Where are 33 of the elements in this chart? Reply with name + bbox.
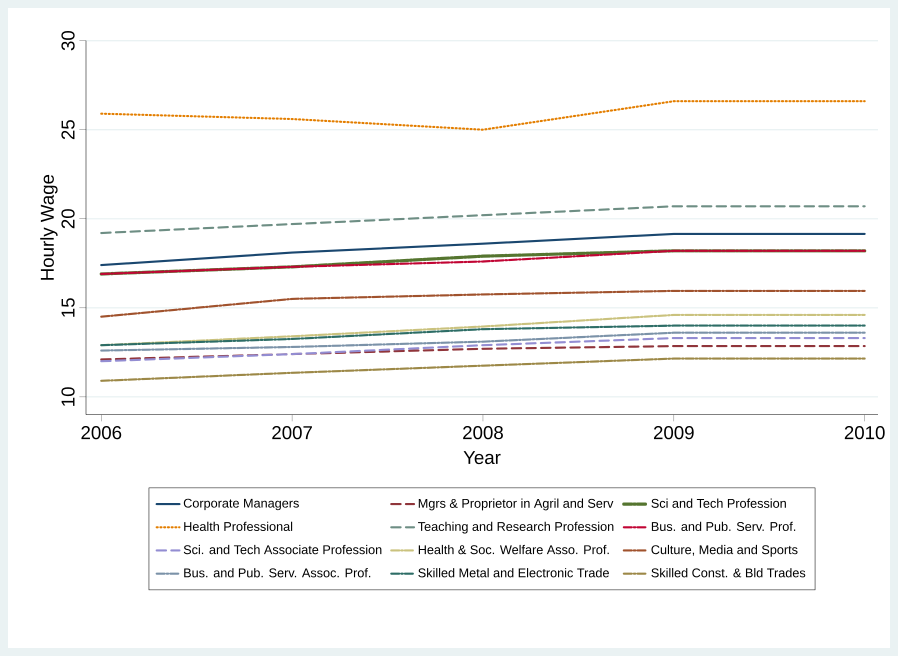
line-series	[100, 324, 866, 346]
legend-label: Sci. and Tech Associate Profession	[184, 544, 382, 554]
legend-label: Culture, Media and Sports	[651, 544, 798, 557]
legend-label: Bus. and Pub. Serv. Prof.	[652, 522, 796, 532]
y-axis-title: Hourly Wage	[40, 174, 58, 280]
legend-label: Corporate Managers	[184, 498, 299, 510]
line-series	[100, 357, 866, 382]
line-series	[100, 205, 866, 234]
x-tick-label: 2010	[844, 426, 885, 440]
y-tick-label: 10	[61, 387, 75, 406]
line-series	[100, 100, 866, 131]
y-tick-label: 25	[61, 120, 75, 140]
line-series	[100, 232, 866, 266]
y-tick-label: 20	[61, 209, 75, 228]
line-series	[100, 337, 866, 362]
legend-label: Health & Soc. Welfare Asso. Prof.	[418, 544, 609, 554]
legend-label: Bus. and Pub. Serv. Assoc. Prof.	[184, 568, 370, 578]
y-tick-label: 30	[61, 31, 75, 50]
line-series	[100, 332, 866, 352]
legend-label: Skilled Const. & Bld Trades	[651, 568, 806, 578]
x-tick-label: 2008	[463, 426, 503, 440]
legend-label: Mgrs & Proprietor in Agril and Serv	[418, 498, 614, 510]
x-tick-label: 2009	[654, 426, 694, 440]
legend-label: Teaching and Research Profession	[418, 522, 614, 534]
legend-label: Health Professional	[184, 522, 292, 532]
y-tick-label: 15	[62, 298, 75, 317]
line-series	[100, 290, 866, 318]
line-series	[100, 345, 866, 361]
x-tick-label: 2007	[272, 426, 312, 440]
legend-label: Skilled Metal and Electronic Trade	[418, 568, 609, 578]
x-tick-label: 2006	[81, 426, 122, 440]
legend-label: Sci and Tech Profession	[651, 498, 786, 508]
x-axis-title: Year	[464, 451, 501, 464]
